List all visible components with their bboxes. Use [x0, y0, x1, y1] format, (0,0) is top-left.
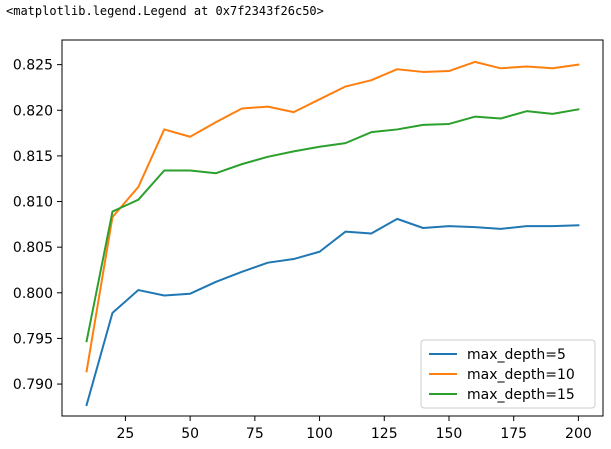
series-line-3	[85, 108, 580, 343]
y-axis: 0.790 0.795 0.800 0.805 0.810 0.815 0.820 0.825	[13, 58, 62, 393]
x-tick-label: 25	[117, 426, 135, 442]
output-repr-text: <matplotlib.legend.Legend at 0x7f2343f26…	[6, 4, 324, 18]
y-tick-label: 0.790	[13, 377, 53, 393]
y-tick-label: 0.795	[13, 331, 53, 347]
y-tick-label: 0.810	[13, 195, 53, 211]
y-tick-label: 0.820	[13, 103, 53, 119]
x-axis: 25 50 75 100 125 150 175 200	[117, 416, 592, 442]
y-tick-label: 0.815	[13, 149, 53, 165]
x-tick-label: 50	[181, 426, 199, 442]
x-tick-label: 150	[436, 426, 463, 442]
x-tick-label: 100	[306, 426, 333, 442]
x-tick-label: 175	[500, 426, 527, 442]
series-layer	[85, 60, 580, 407]
y-tick-label: 0.825	[13, 58, 53, 74]
series-line-2	[85, 60, 580, 373]
legend-label-3: max_depth=15	[467, 387, 575, 403]
legend: max_depth=5 max_depth=10 max_depth=15	[420, 339, 596, 409]
legend-box	[420, 339, 596, 409]
x-tick-label: 200	[565, 426, 592, 442]
legend-label-1: max_depth=5	[467, 347, 566, 363]
series-line-1	[85, 217, 580, 407]
y-tick-label: 0.805	[13, 240, 53, 256]
x-tick-label: 125	[371, 426, 398, 442]
y-tick-label: 0.800	[13, 286, 53, 302]
x-tick-label: 75	[246, 426, 264, 442]
legend-label-2: max_depth=10	[467, 367, 575, 383]
axes-frame	[61, 39, 604, 417]
